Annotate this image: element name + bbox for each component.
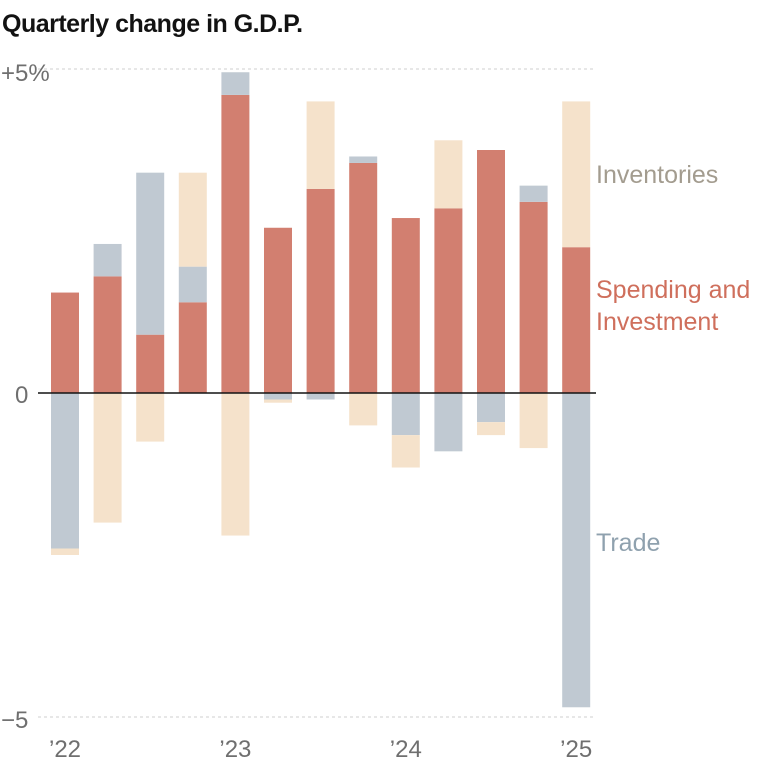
bar-trade-q2 bbox=[93, 243, 122, 277]
bar-spending-and-investment-q13 bbox=[562, 247, 591, 393]
x-tick-label: ’23 bbox=[219, 736, 251, 763]
bar-trade-q7 bbox=[306, 393, 335, 400]
bar-inventories-q2 bbox=[93, 393, 122, 523]
bar-inventories-q1 bbox=[51, 548, 79, 555]
bar-spending-and-investment-q4 bbox=[178, 302, 207, 393]
bar-inventories-q11 bbox=[477, 422, 505, 436]
bar-trade-q8 bbox=[349, 156, 378, 163]
bar-spending-and-investment-q1 bbox=[51, 292, 79, 393]
y-tick-label: −5 bbox=[1, 707, 28, 734]
bar-trade-q13 bbox=[562, 393, 591, 708]
bar-spending-and-investment-q6 bbox=[264, 227, 292, 393]
bar-inventories-q8 bbox=[349, 393, 378, 426]
bar-spending-and-investment-q11 bbox=[477, 150, 505, 393]
x-tick-label: ’22 bbox=[49, 736, 81, 763]
bar-spending-and-investment-q3 bbox=[136, 334, 165, 393]
bar-inventories-q7 bbox=[306, 101, 335, 189]
legend-label-inventories: Inventories bbox=[596, 161, 718, 189]
bar-spending-and-investment-q2 bbox=[93, 276, 122, 393]
bar-inventories-q4 bbox=[178, 172, 207, 267]
bar-spending-and-investment-q5 bbox=[221, 94, 250, 394]
x-tick-label: ’24 bbox=[390, 736, 422, 763]
bar-trade-q11 bbox=[477, 393, 505, 423]
bar-inventories-q6 bbox=[264, 399, 292, 403]
legend-label-spending-and-investment: Investment bbox=[596, 308, 718, 336]
bar-spending-and-investment-q12 bbox=[519, 201, 548, 393]
bar-trade-q4 bbox=[178, 266, 207, 303]
bar-trade-q6 bbox=[264, 393, 292, 400]
y-tick-label: 0 bbox=[15, 382, 28, 409]
legend-label-spending-and-investment: Spending and bbox=[596, 276, 750, 304]
bar-inventories-q12 bbox=[519, 393, 548, 449]
bar-spending-and-investment-q10 bbox=[434, 208, 463, 393]
bar-trade-q5 bbox=[221, 72, 250, 95]
bar-spending-and-investment-q9 bbox=[391, 218, 420, 393]
chart-title: Quarterly change in G.D.P. bbox=[2, 10, 303, 38]
bar-trade-q12 bbox=[519, 185, 548, 202]
bar-spending-and-investment-q7 bbox=[306, 188, 335, 393]
bar-trade-q10 bbox=[434, 393, 463, 452]
bar-trade-q9 bbox=[391, 393, 420, 436]
y-tick-label: +5% bbox=[1, 60, 50, 87]
bar-trade-q1 bbox=[51, 393, 79, 549]
legend-label-trade: Trade bbox=[596, 529, 660, 557]
bar-spending-and-investment-q8 bbox=[349, 162, 378, 393]
x-tick-label: ’25 bbox=[560, 736, 592, 763]
bar-trade-q3 bbox=[136, 172, 165, 335]
bar-inventories-q9 bbox=[391, 435, 420, 468]
bar-inventories-q3 bbox=[136, 393, 165, 442]
bar-inventories-q13 bbox=[562, 101, 591, 248]
bar-inventories-q10 bbox=[434, 140, 463, 209]
bar-inventories-q5 bbox=[221, 393, 250, 536]
